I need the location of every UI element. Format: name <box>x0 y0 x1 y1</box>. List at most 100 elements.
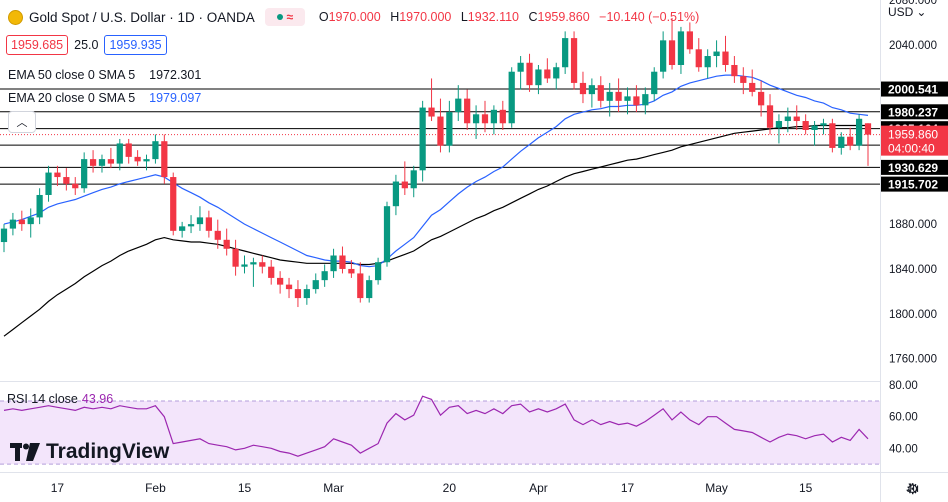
candle-body <box>312 280 319 290</box>
time-tick-label: Apr <box>529 481 548 495</box>
candle <box>36 188 43 225</box>
buy-button[interactable]: 1959.935 <box>104 35 167 55</box>
candle <box>847 127 854 151</box>
candle-body <box>259 262 266 267</box>
candle-body <box>526 62 533 86</box>
candle-body <box>170 177 177 231</box>
level-label-text: 1980.237 <box>888 105 938 119</box>
candle-body <box>464 98 471 124</box>
candle <box>579 71 587 104</box>
candle-body <box>187 224 195 227</box>
level-label-bg <box>881 176 948 192</box>
candle <box>517 56 524 90</box>
candle-body <box>677 31 685 65</box>
candle <box>864 123 872 166</box>
candle <box>472 105 480 139</box>
candle-body <box>472 114 480 124</box>
wave-icon: ≈ <box>286 10 294 24</box>
tradingview-logo[interactable]: TradingView <box>10 440 169 464</box>
candle-body <box>374 262 382 281</box>
candle <box>259 255 266 274</box>
candle-body <box>481 114 489 124</box>
candle <box>490 105 498 135</box>
candle-body <box>847 136 854 146</box>
candle <box>205 210 212 238</box>
currency-label: USD <box>888 5 914 19</box>
candle-body <box>330 255 337 272</box>
candle-body <box>686 31 693 50</box>
candle <box>535 64 542 95</box>
candle-body <box>579 82 587 95</box>
candle <box>374 257 382 285</box>
currency-selector[interactable]: USD ⌄ <box>888 5 926 19</box>
candle-body <box>268 266 275 278</box>
settings-gear-icon[interactable]: ⚙ <box>906 481 920 498</box>
candle <box>63 168 70 191</box>
candle-body <box>722 51 729 65</box>
chevron-up-icon: ︿ <box>16 117 28 129</box>
price-tick-label: 2080.000 <box>889 0 937 7</box>
candle-body <box>633 96 640 106</box>
open-label: O <box>318 10 329 24</box>
ema50-value: 1972.301 <box>149 68 202 82</box>
candle-body <box>401 181 408 189</box>
candle <box>633 85 640 113</box>
time-tick-label: 15 <box>238 481 252 495</box>
candle <box>829 118 836 153</box>
symbol-header: Gold Spot / U.S. Dollar · 1D · OANDA ≈ O… <box>8 8 705 26</box>
low-label: L <box>460 10 468 24</box>
last-price-bg <box>881 125 948 156</box>
price-tick-label: 1880.000 <box>889 219 937 231</box>
rsi-label: RSI 14 close <box>7 392 78 406</box>
rsi-line <box>3 395 869 457</box>
level-price-label: 1980.237 <box>881 104 948 120</box>
candle-body <box>419 107 426 171</box>
time-tick-label: 15 <box>799 481 813 495</box>
candle-body <box>223 239 230 249</box>
bid-ask-panel: 1959.685 25.0 1959.935 <box>6 35 167 55</box>
level-price-label: 1930.629 <box>881 159 948 175</box>
candle <box>437 98 444 153</box>
candle-body <box>392 181 400 207</box>
collapse-legend-button[interactable]: ︿ <box>8 111 36 133</box>
candle-body <box>642 94 649 106</box>
candle-body <box>570 38 578 83</box>
level-label-bg <box>881 159 948 175</box>
ema20-legend[interactable]: EMA 20 close 0 SMA 5 1979.097 <box>8 91 201 105</box>
candle-body <box>366 280 373 299</box>
rsi-band <box>0 400 880 465</box>
ema50-legend[interactable]: EMA 50 close 0 SMA 5 1972.301 <box>8 68 201 82</box>
open-value: 1970.000 <box>328 10 381 24</box>
ema20-value: 1979.097 <box>149 91 202 105</box>
candle <box>749 69 756 97</box>
time-tick-label: Ju <box>906 481 919 495</box>
rsi-legend[interactable]: RSI 14 close 43.96 <box>7 392 113 406</box>
candle-body <box>829 123 836 148</box>
market-status-badge[interactable]: ≈ <box>264 8 305 26</box>
candle <box>722 35 729 72</box>
gold-symbol-icon <box>8 9 23 25</box>
time-tick-label: 17 <box>51 481 65 495</box>
price-tick-label: 1840.000 <box>889 264 937 276</box>
candle <box>499 100 506 130</box>
logo-text: TradingView <box>46 440 170 463</box>
candle <box>428 78 435 122</box>
close-label: C <box>528 10 538 24</box>
candle <box>223 228 230 256</box>
high-label: H <box>390 10 400 24</box>
candle <box>89 150 97 173</box>
candle-body <box>704 56 711 68</box>
countdown-value: 04:00:40 <box>888 142 935 156</box>
candle-body <box>303 289 310 299</box>
candle <box>740 67 747 95</box>
candle <box>668 17 676 70</box>
level-label-text: 1930.629 <box>888 161 938 175</box>
candle <box>54 165 61 187</box>
candle <box>464 89 471 130</box>
sell-button[interactable]: 1959.685 <box>6 35 69 55</box>
candle <box>303 284 310 305</box>
candle <box>232 239 239 276</box>
candle-body <box>624 96 631 101</box>
symbol-title[interactable]: Gold Spot / U.S. Dollar · 1D · OANDA <box>29 9 255 25</box>
